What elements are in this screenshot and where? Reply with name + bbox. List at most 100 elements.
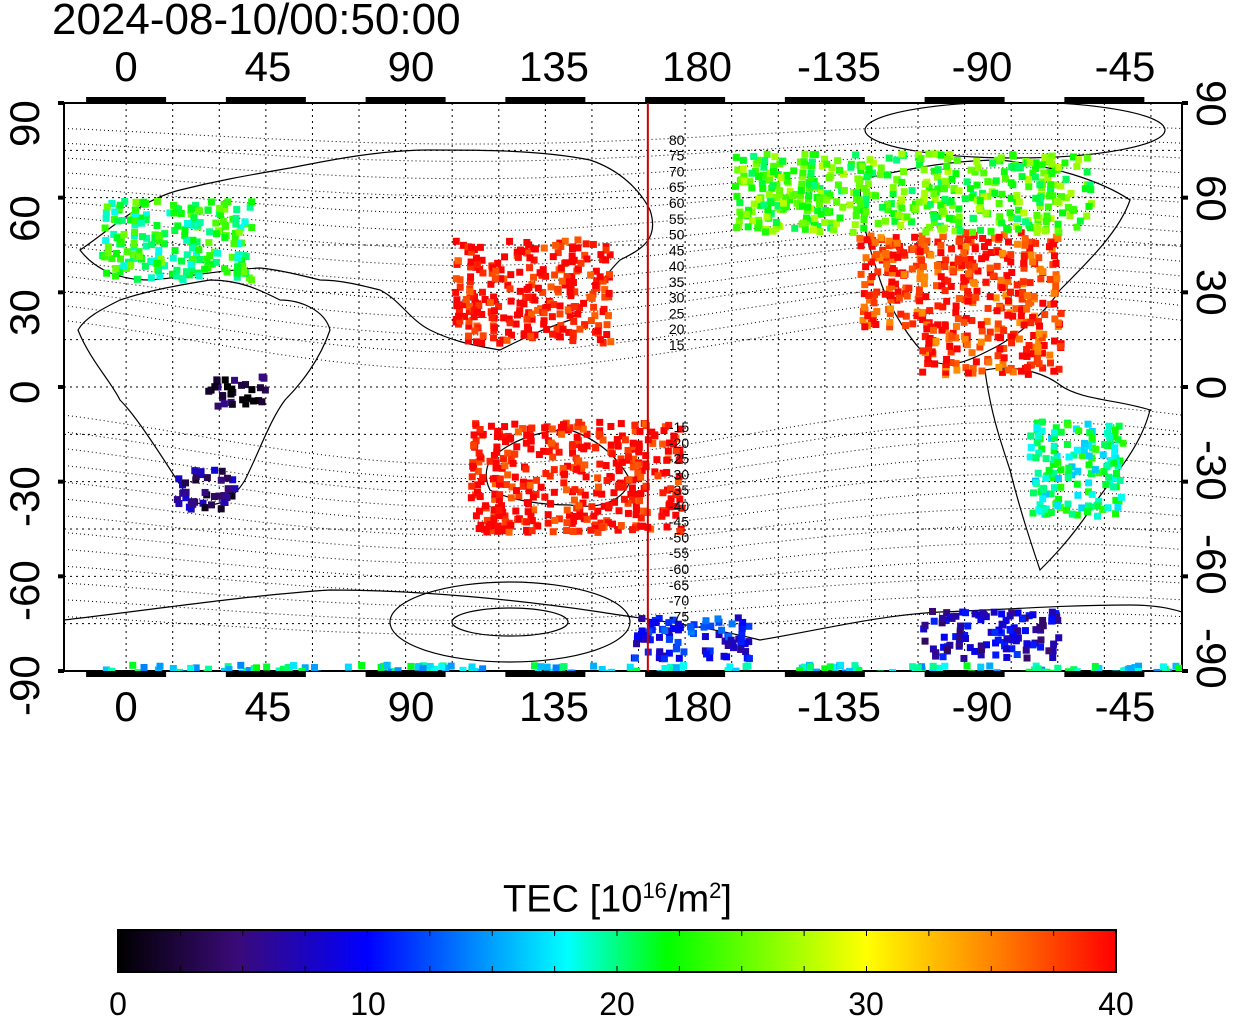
tec-cell [495, 302, 503, 310]
tec-cell [166, 209, 174, 217]
tec-cell [1039, 268, 1047, 276]
tec-cell [642, 452, 650, 460]
tec-cell [760, 163, 768, 171]
tec-cell [173, 266, 181, 274]
tec-cell [549, 528, 557, 536]
tec-cell [667, 485, 675, 493]
top-axis-tick: 135 [518, 43, 590, 90]
tec-cell [856, 234, 864, 242]
tec-cell [523, 315, 531, 323]
tec-cell [665, 619, 673, 627]
tec-cell [995, 199, 1003, 207]
tec-cell [535, 451, 543, 459]
tec-cell [1050, 300, 1058, 308]
tec-cell [943, 162, 951, 170]
tec-cell [1110, 459, 1118, 467]
tec-cell [934, 268, 942, 276]
tec-cell [1037, 636, 1045, 644]
right-tick-bar [1182, 195, 1188, 200]
tec-cell [1112, 454, 1120, 462]
contour-line [64, 525, 1182, 565]
tec-cell [828, 164, 836, 172]
tec-cell [888, 278, 896, 286]
tec-cell [1069, 205, 1077, 213]
tec-cell [1094, 502, 1102, 510]
tec-cell [490, 324, 498, 332]
tec-cell [968, 349, 976, 357]
tec-cell [771, 153, 779, 161]
tec-cell [137, 219, 145, 227]
tec-cell [466, 288, 474, 296]
tec-cell [1020, 264, 1028, 272]
tec-cell [233, 263, 241, 271]
tec-cell [579, 499, 587, 507]
tec-cell [1064, 421, 1072, 429]
tec-cell [975, 205, 983, 213]
tec-cell [1175, 664, 1182, 671]
tec-cell [523, 518, 531, 526]
tec-cell [1019, 288, 1027, 296]
tec-cell [1024, 370, 1032, 378]
tec-cell [242, 381, 250, 389]
tec-cell [918, 309, 926, 317]
tec-cell [187, 260, 195, 268]
tec-cell [937, 151, 945, 159]
tec-cell [592, 281, 600, 289]
left-tick-bar [58, 195, 64, 200]
tec-cell [661, 665, 669, 671]
tec-cell [1034, 665, 1042, 671]
tec-cell [862, 188, 870, 196]
tec-cell [672, 664, 680, 671]
tec-cell [594, 507, 602, 515]
tec-cell [637, 473, 645, 481]
tec-cell [1042, 474, 1050, 482]
tec-cell [1081, 439, 1089, 447]
tec-cell [955, 237, 963, 245]
tec-cell [563, 506, 571, 514]
tec-cell [821, 219, 829, 227]
tec-cell [980, 193, 988, 201]
tec-cell [1054, 319, 1062, 327]
tec-cell [748, 169, 756, 177]
tec-cell [1018, 173, 1026, 181]
tec-cell [824, 208, 832, 216]
tec-cell [675, 654, 683, 662]
tec-cell [767, 199, 775, 207]
tec-cell [108, 255, 116, 263]
tec-cell [823, 160, 831, 168]
tec-cell [1032, 159, 1040, 167]
tec-cell [505, 528, 513, 536]
tec-cell [491, 480, 499, 488]
tec-cell [734, 166, 742, 174]
tec-cell [1015, 225, 1023, 233]
tec-cell [1054, 220, 1062, 228]
tec-cell [155, 246, 163, 254]
tec-cell [130, 251, 138, 259]
tec-cell [922, 293, 930, 301]
tec-cell [863, 236, 871, 244]
tec-cell [964, 297, 972, 305]
tec-cell [968, 317, 976, 325]
tec-cell [706, 654, 714, 662]
tec-cell [1138, 670, 1146, 671]
tec-cell [651, 431, 659, 439]
tec-cell [1023, 292, 1031, 300]
tec-cell [807, 169, 815, 177]
tec-cell [775, 191, 783, 199]
tec-cell [221, 233, 229, 241]
tec-cell [520, 331, 528, 339]
tec-cell [188, 220, 196, 228]
tec-cell [566, 311, 574, 319]
tec-cell [624, 499, 632, 507]
tec-cell [676, 495, 684, 503]
tec-cell [726, 663, 734, 671]
tec-cell [472, 421, 480, 429]
tec-cell [1054, 234, 1062, 242]
tec-cell [579, 425, 587, 433]
tec-cell [507, 494, 515, 502]
tec-cell [1114, 503, 1122, 511]
tec-cell [978, 255, 986, 263]
tec-cell [895, 294, 903, 302]
tec-cell [1033, 354, 1041, 362]
tec-cell [1046, 275, 1054, 283]
